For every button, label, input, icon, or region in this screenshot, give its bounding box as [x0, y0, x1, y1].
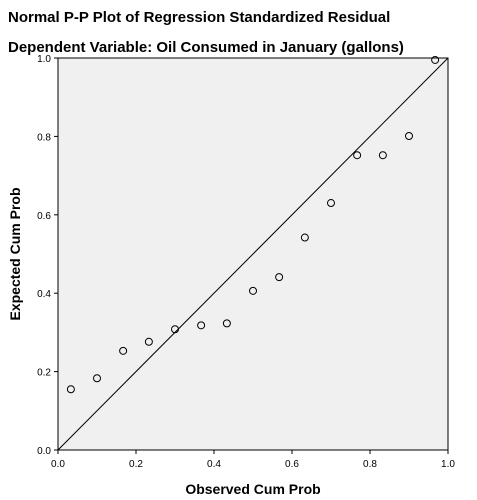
x-tick-label: 0.2 [129, 459, 143, 470]
data-point [249, 286, 257, 295]
x-tick-label: 0.8 [363, 459, 377, 470]
data-point [378, 151, 387, 160]
data-point [66, 385, 75, 394]
data-points [66, 55, 440, 394]
data-point [93, 374, 101, 383]
x-tick-label: 1.0 [441, 459, 455, 470]
chart-subtitle: Dependent Variable: Oil Consumed in Janu… [8, 39, 404, 56]
data-point [197, 321, 206, 330]
x-tick-label: 0.6 [285, 459, 299, 470]
y-tick-label: 0.8 [37, 132, 51, 143]
data-point [119, 346, 128, 355]
reference-line [57, 57, 449, 451]
x-axis-label: Observed Cum Prob [185, 481, 320, 497]
x-tick-label: 0.4 [207, 459, 221, 470]
data-point [431, 55, 440, 64]
y-tick-label: 0.2 [37, 368, 51, 379]
data-point [405, 132, 413, 141]
data-point [171, 325, 179, 334]
y-tick-label: 0.6 [37, 211, 51, 222]
data-point [275, 273, 284, 282]
y-tick-label: 0.0 [37, 446, 51, 457]
data-point [222, 319, 231, 328]
y-tick-label: 0.4 [37, 289, 51, 300]
y-axis-label: Expected Cum Prob [7, 187, 23, 320]
data-point [327, 199, 335, 208]
x-tick-label: 0.0 [51, 459, 65, 470]
x-axis: 0.0 0.2 0.4 0.6 0.8 1.0 [51, 450, 455, 470]
y-tick-label: 1.0 [37, 54, 51, 65]
data-point [353, 151, 362, 160]
data-point [300, 233, 309, 242]
chart-title: Normal P-P Plot of Regression Standardiz… [8, 9, 390, 26]
y-axis: 0.0 0.2 0.4 0.6 0.8 1.0 [37, 54, 58, 457]
data-point [144, 337, 153, 346]
